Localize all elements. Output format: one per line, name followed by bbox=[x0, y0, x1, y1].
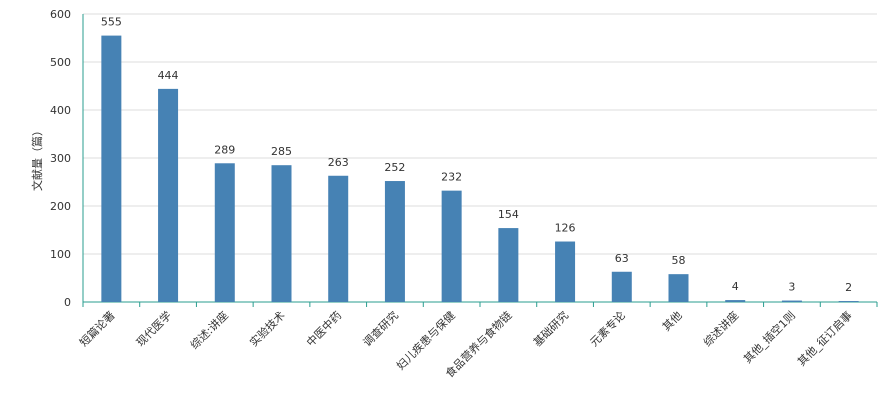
bar bbox=[101, 35, 122, 302]
x-tick-label: 现代医学 bbox=[133, 308, 174, 349]
x-tick-label: 其他_插空1则 bbox=[740, 308, 798, 366]
data-label: 154 bbox=[498, 208, 519, 221]
y-tick-label: 400 bbox=[50, 104, 71, 117]
bar bbox=[214, 163, 235, 302]
data-label: 3 bbox=[788, 281, 795, 294]
data-label: 58 bbox=[672, 254, 686, 267]
y-tick-label: 500 bbox=[50, 56, 71, 69]
x-tick-label: 其他 bbox=[660, 309, 685, 334]
x-tick-label: 元素专论 bbox=[587, 308, 628, 349]
bar bbox=[441, 190, 462, 302]
data-label: 252 bbox=[384, 161, 405, 174]
y-tick-label: 0 bbox=[64, 296, 71, 309]
y-tick-label: 600 bbox=[50, 8, 71, 21]
x-tick-label: 妇儿疾患与保健 bbox=[393, 308, 457, 372]
data-label: 289 bbox=[214, 143, 235, 156]
x-tick-label: 其他_征订启事 bbox=[795, 309, 855, 369]
bar bbox=[725, 300, 746, 302]
y-tick-label: 200 bbox=[50, 200, 71, 213]
bar bbox=[555, 241, 576, 302]
bar bbox=[271, 165, 292, 302]
bar bbox=[781, 300, 802, 302]
x-tick-label: 中医中药 bbox=[304, 309, 344, 349]
data-label: 4 bbox=[732, 280, 739, 293]
bar bbox=[158, 88, 179, 302]
data-label: 285 bbox=[271, 145, 292, 158]
x-tick-label: 基础研究 bbox=[530, 308, 571, 349]
bar bbox=[611, 271, 632, 302]
data-label: 2 bbox=[845, 281, 852, 294]
data-label: 263 bbox=[328, 156, 349, 169]
x-tick-label: 调查研究 bbox=[360, 308, 401, 349]
x-tick-label: 实验技术 bbox=[247, 308, 288, 349]
y-tick-label: 100 bbox=[50, 248, 71, 261]
y-tick-label: 300 bbox=[50, 152, 71, 165]
bar bbox=[668, 274, 689, 302]
data-label: 232 bbox=[441, 171, 462, 184]
data-label: 63 bbox=[615, 252, 629, 265]
bar bbox=[498, 228, 519, 302]
data-label: 444 bbox=[158, 69, 179, 82]
data-label: 126 bbox=[555, 222, 576, 235]
bar bbox=[328, 175, 349, 302]
x-tick-label: 综述讲座 bbox=[700, 308, 741, 349]
data-label: 555 bbox=[101, 16, 122, 29]
x-tick-label: 短篇论著 bbox=[76, 308, 117, 349]
bar bbox=[838, 301, 859, 302]
y-axis-label: 文献量（篇） bbox=[30, 125, 44, 191]
x-tick-label: 综述:讲座 bbox=[187, 308, 231, 352]
bar bbox=[384, 181, 405, 302]
